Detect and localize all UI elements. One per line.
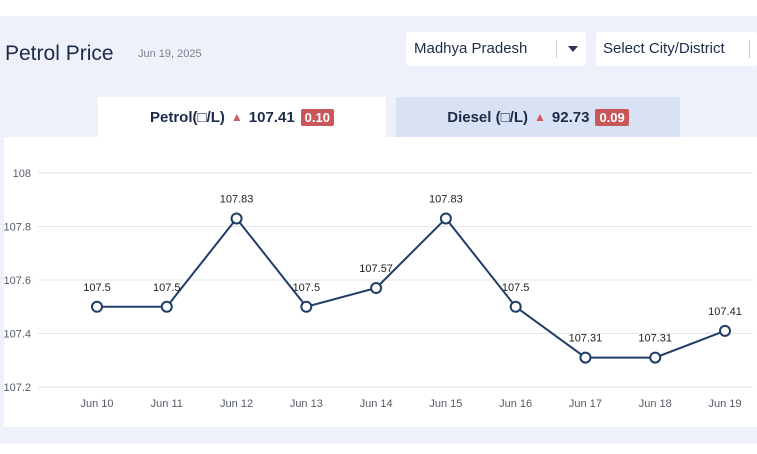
data-point (230, 212, 243, 225)
data-label: 107.83 (220, 193, 254, 205)
data-point (719, 324, 731, 337)
city-select-value: Select City/District (603, 40, 725, 57)
data-label: 107.31 (638, 333, 672, 345)
x-tick-label: Jun 16 (499, 398, 532, 410)
x-tick-label: Jun 17 (569, 398, 602, 410)
y-tick-label: 107.6 (4, 275, 31, 287)
data-point (579, 351, 592, 364)
x-tick-label: Jun 14 (360, 398, 393, 410)
x-tick-label: Jun 10 (80, 398, 113, 410)
tab-diesel-label: Diesel (□/L) (447, 108, 528, 126)
data-point (649, 351, 662, 364)
x-tick-label: Jun 13 (290, 398, 323, 410)
y-tick-label: 107.2 (4, 382, 31, 394)
tab-diesel-price: 92.73 (551, 108, 590, 126)
tab-diesel[interactable]: Diesel (□/L) ▲ 92.73 0.09 (396, 97, 680, 137)
data-label: 107.57 (359, 263, 393, 275)
chart-card: 107.2 107.4 107.6 107.8 108 Jun 10 Jun 11 Jun 1… (4, 137, 757, 427)
x-tick-label: Jun 19 (708, 398, 741, 410)
tab-petrol[interactable]: Petrol(□/L) ▲ 107.41 0.10 (98, 97, 386, 137)
select-separator (556, 40, 557, 58)
data-label: 107.31 (569, 333, 603, 345)
data-label: 107.83 (429, 193, 463, 205)
tab-petrol-label: Petrol(□/L) (150, 108, 225, 126)
x-tick-label: Jun 12 (220, 398, 253, 410)
y-tick-label: 108 (13, 168, 31, 180)
price-change-badge: 0.09 (595, 108, 629, 126)
state-select[interactable]: Madhya Pradesh (406, 32, 586, 66)
x-tick-label: Jun 15 (429, 398, 462, 410)
up-arrow-icon: ▲ (230, 110, 243, 124)
x-tick-label: Jun 11 (151, 398, 183, 410)
tab-petrol-price: 107.41 (248, 108, 295, 126)
select-separator (749, 40, 750, 58)
data-point (439, 212, 452, 225)
x-tick-label: Jun 18 (639, 398, 672, 410)
data-label: 107.5 (293, 282, 321, 294)
price-change-badge: 0.10 (300, 108, 334, 126)
price-date: Jun 19, 2025 (138, 48, 202, 60)
state-select-value: Madhya Pradesh (414, 40, 528, 57)
up-arrow-icon: ▲ (534, 110, 546, 124)
data-point (509, 300, 522, 313)
data-label: 107.41 (708, 306, 742, 318)
page-title: Petrol Price (5, 42, 114, 65)
top-strip (0, 0, 757, 5)
data-point (300, 300, 313, 313)
chevron-down-icon[interactable] (568, 46, 578, 52)
data-point (370, 282, 383, 295)
y-tick-label: 107.4 (4, 329, 31, 341)
data-label: 107.5 (153, 282, 181, 294)
city-select[interactable]: Select City/District (596, 32, 757, 66)
data-label: 107.5 (502, 282, 530, 294)
price-line-chart: 107.2 107.4 107.6 107.8 108 Jun 10 Jun 11 Jun 1… (4, 168, 753, 410)
y-tick-label: 107.8 (4, 222, 31, 234)
data-point (160, 300, 173, 313)
series-line (97, 216, 726, 359)
data-point (91, 300, 103, 313)
data-label: 107.5 (83, 282, 111, 294)
